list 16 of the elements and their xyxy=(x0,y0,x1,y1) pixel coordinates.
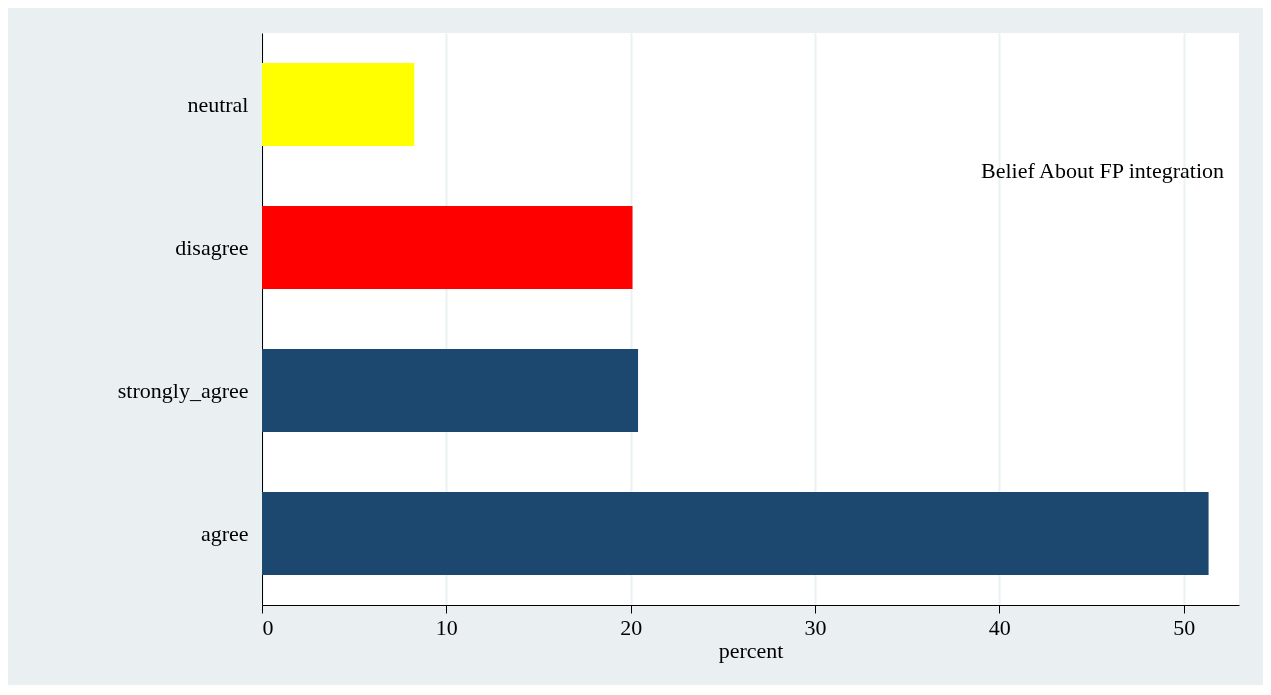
bar xyxy=(262,492,1209,575)
y-tick-label: neutral xyxy=(187,91,249,117)
bar xyxy=(262,206,633,289)
bar xyxy=(262,349,639,432)
x-tick-label: 50 xyxy=(1173,614,1196,640)
bar xyxy=(262,63,415,146)
x-tick-label: 10 xyxy=(435,614,458,640)
annotation: Belief About FP integration xyxy=(981,158,1224,183)
x-tick-label: 0 xyxy=(262,614,274,640)
y-tick-label: strongly_agree xyxy=(117,377,249,403)
x-tick-label: 20 xyxy=(620,614,643,640)
x-tick-label: 30 xyxy=(804,614,827,640)
y-tick-label: agree xyxy=(200,520,249,546)
x-axis-title: percent xyxy=(718,637,784,663)
x-tick-label: 40 xyxy=(988,614,1011,640)
y-tick-label: disagree xyxy=(175,234,249,260)
